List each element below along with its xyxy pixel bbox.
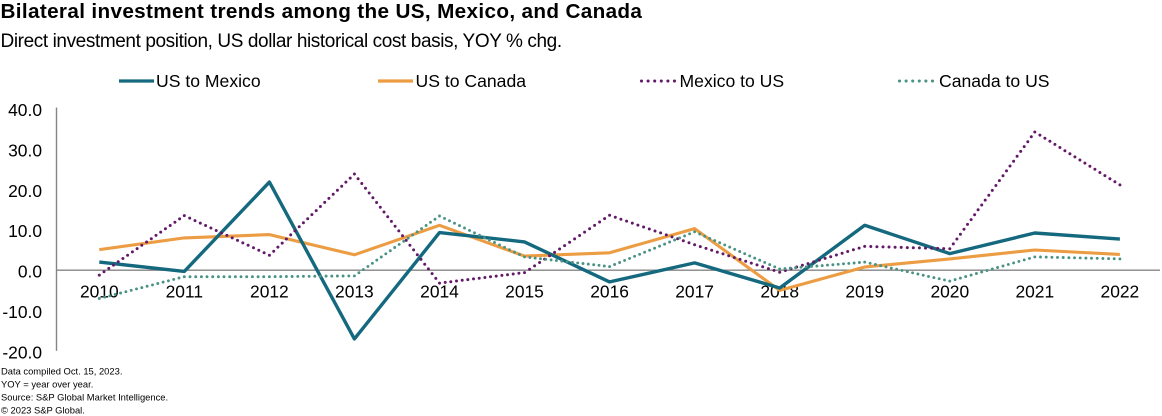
svg-text:Mexico to US: Mexico to US (680, 71, 785, 91)
svg-text:© 2023 S&P Global.: © 2023 S&P Global. (1, 404, 85, 415)
svg-text:0.0: 0.0 (18, 262, 42, 282)
svg-text:2011: 2011 (166, 281, 203, 301)
svg-text:2013: 2013 (335, 281, 374, 301)
svg-text:2020: 2020 (930, 281, 969, 301)
svg-text:2017: 2017 (675, 281, 714, 301)
svg-text:2015: 2015 (505, 281, 544, 301)
svg-text:Source: S&P Global Market Inte: Source: S&P Global Market Intelligence. (1, 391, 168, 402)
svg-text:Bilateral investment trends am: Bilateral investment trends among the US… (1, 0, 643, 23)
svg-text:2022: 2022 (1101, 281, 1140, 301)
svg-text:Data compiled Oct. 15, 2023.: Data compiled Oct. 15, 2023. (1, 366, 122, 377)
svg-text:YOY = year over year.: YOY = year over year. (1, 379, 93, 390)
svg-text:2012: 2012 (250, 281, 289, 301)
svg-text:2021: 2021 (1015, 281, 1054, 301)
svg-text:Direct investment position, US: Direct investment position, US dollar hi… (1, 31, 562, 52)
svg-text:-20.0: -20.0 (2, 342, 42, 362)
svg-text:2019: 2019 (845, 281, 884, 301)
svg-text:2014: 2014 (420, 281, 459, 301)
svg-text:US to Mexico: US to Mexico (156, 71, 261, 91)
svg-text:20.0: 20.0 (8, 181, 42, 201)
svg-text:US to Canada: US to Canada (416, 71, 527, 91)
svg-text:30.0: 30.0 (8, 140, 42, 160)
svg-text:2016: 2016 (590, 281, 629, 301)
svg-text:Canada to US: Canada to US (939, 71, 1050, 91)
svg-text:10.0: 10.0 (8, 221, 42, 241)
svg-text:-10.0: -10.0 (2, 302, 42, 322)
svg-text:40.0: 40.0 (8, 100, 42, 120)
